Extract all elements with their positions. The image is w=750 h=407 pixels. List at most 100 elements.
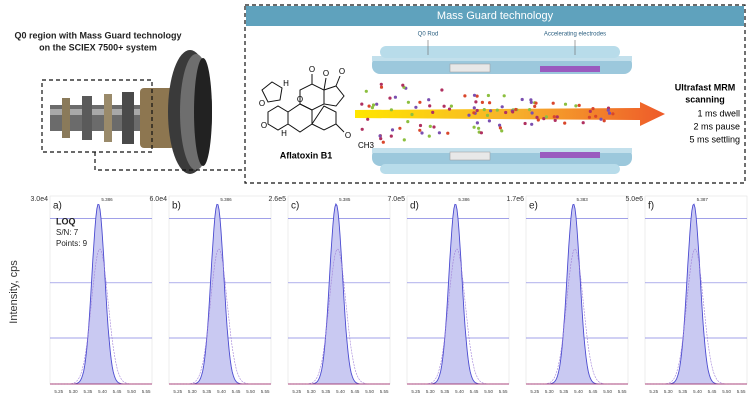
ion xyxy=(577,103,581,107)
ion xyxy=(379,85,384,89)
ion xyxy=(591,107,595,111)
ion xyxy=(587,115,592,119)
x-tick-label: 5.35 xyxy=(441,389,450,394)
ion xyxy=(602,119,606,123)
ion xyxy=(367,104,371,108)
ion xyxy=(533,104,537,108)
rods xyxy=(372,46,632,174)
ion xyxy=(447,107,452,111)
scan-param: 2 ms pause xyxy=(693,121,740,131)
ion xyxy=(401,83,405,87)
x-tick-label: 5.25 xyxy=(173,389,182,394)
x-tick-label: 5.45 xyxy=(232,389,241,394)
ion xyxy=(475,108,479,113)
x-tick-label: 5.40 xyxy=(455,389,464,394)
x-tick-label: 5.40 xyxy=(574,389,583,394)
panel-label: a) xyxy=(53,201,62,212)
panel-label: d) xyxy=(410,201,419,212)
ion xyxy=(530,122,534,126)
ion xyxy=(472,111,476,115)
ion xyxy=(428,124,432,128)
ion xyxy=(371,103,376,107)
panel-label: c) xyxy=(291,201,299,212)
x-tick-label: 5.30 xyxy=(307,389,316,394)
scale-label: 7.0e5 xyxy=(387,196,405,203)
atom: O xyxy=(261,121,267,130)
peak-label: 5.387 xyxy=(697,197,709,202)
ion xyxy=(504,110,508,115)
ion xyxy=(366,117,370,121)
ion xyxy=(480,100,484,104)
peak-area xyxy=(407,203,509,385)
ion xyxy=(599,117,603,121)
ion xyxy=(555,115,559,119)
ion xyxy=(432,125,436,129)
ion xyxy=(449,104,453,108)
peak-area xyxy=(169,203,271,385)
x-tick-label: 5.40 xyxy=(336,389,345,394)
x-tick-label: 5.40 xyxy=(693,389,702,394)
x-tick-label: 5.55 xyxy=(618,389,627,394)
ion xyxy=(482,108,486,112)
panel-note: LOQ xyxy=(56,216,76,226)
ion xyxy=(535,115,539,119)
x-tick-label: 5.45 xyxy=(470,389,479,394)
x-tick-label: 5.55 xyxy=(380,389,389,394)
scan-param: 1 ms dwell xyxy=(697,108,740,118)
x-tick-label: 5.50 xyxy=(365,389,374,394)
ion xyxy=(388,96,392,100)
ion xyxy=(418,128,422,132)
peak-label: 5.383 xyxy=(577,197,589,202)
ion xyxy=(472,125,476,129)
ion xyxy=(529,100,533,104)
ion xyxy=(379,82,383,86)
x-tick-label: 5.50 xyxy=(484,389,493,394)
ion xyxy=(381,140,385,144)
ion xyxy=(360,102,364,106)
x-tick-label: 5.25 xyxy=(54,389,63,394)
panel-label: e) xyxy=(529,201,538,212)
ion xyxy=(475,121,479,125)
scale-label: 2.6e5 xyxy=(268,196,286,203)
x-tick-label: 5.45 xyxy=(351,389,360,394)
x-tick-label: 5.45 xyxy=(589,389,598,394)
ion xyxy=(389,134,393,138)
peak-area xyxy=(288,202,390,385)
x-tick-label: 5.30 xyxy=(664,389,673,394)
ion xyxy=(588,109,592,113)
ion xyxy=(551,101,555,105)
x-tick-label: 5.25 xyxy=(530,389,539,394)
ion xyxy=(402,138,406,142)
panel-label: b) xyxy=(172,201,181,212)
ion xyxy=(418,123,423,128)
y-axis-label: Intensity, cps xyxy=(8,260,20,324)
ion xyxy=(440,88,444,92)
ion xyxy=(431,110,435,114)
x-tick-label: 5.50 xyxy=(127,389,136,394)
ion xyxy=(427,98,431,102)
x-tick-label: 5.50 xyxy=(603,389,612,394)
atom: O xyxy=(309,65,315,74)
ion xyxy=(472,93,477,97)
caption-line: Q0 region with Mass Guard technology xyxy=(14,30,181,40)
ion xyxy=(467,113,471,117)
ion xyxy=(479,131,483,135)
ion xyxy=(418,100,422,104)
scale-label: 3.0e4 xyxy=(30,196,48,203)
scale-label: 1.7e6 xyxy=(506,196,524,203)
molecule xyxy=(261,74,345,133)
ion xyxy=(477,126,481,130)
scan-param: 5 ms settling xyxy=(689,134,740,144)
ion xyxy=(390,128,395,132)
ion xyxy=(406,100,410,104)
panel-label: f) xyxy=(648,201,654,212)
electrode-label: Accelerating electrodes xyxy=(544,32,606,38)
atom: H xyxy=(283,79,289,88)
connector xyxy=(94,152,245,171)
atom: O xyxy=(323,69,329,78)
ion xyxy=(389,108,393,112)
scale-label: 6.0e4 xyxy=(149,196,167,203)
ion xyxy=(475,94,479,98)
atom: O xyxy=(339,67,345,76)
scan-title: Ultrafast MRM xyxy=(675,82,736,92)
